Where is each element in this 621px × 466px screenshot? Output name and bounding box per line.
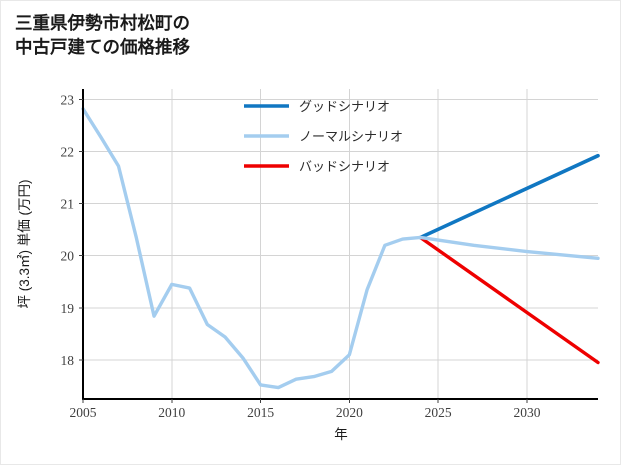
x-tick-label: 2005 — [70, 405, 97, 420]
x-tick-label: 2015 — [247, 405, 274, 420]
series-line — [418, 153, 600, 240]
y-tick-label: 23 — [61, 92, 75, 107]
y-tick-label: 22 — [61, 145, 75, 160]
x-tick-label: 2020 — [336, 405, 363, 420]
series-group — [81, 107, 600, 390]
x-tick-labels: 2005 2010 2015 2020 2025 2030 — [70, 399, 541, 420]
axes-group — [81, 89, 598, 401]
x-tick-label: 2025 — [425, 405, 452, 420]
series-line — [418, 235, 600, 365]
y-tick-label: 19 — [61, 301, 75, 316]
legend-label: ノーマルシナリオ — [299, 129, 403, 144]
y-axis-title: 坪 (3.3㎡) 単価 (万円) — [17, 179, 32, 308]
y-tick-label: 21 — [61, 197, 75, 212]
y-tick-label: 18 — [61, 353, 75, 368]
y-tick-label: 20 — [61, 249, 75, 264]
x-tick-label: 2030 — [513, 405, 540, 420]
y-tick-labels: 18 19 20 21 22 23 — [61, 92, 83, 368]
x-tick-label: 2010 — [158, 405, 185, 420]
series-line — [81, 107, 600, 390]
legend-label: グッドシナリオ — [299, 99, 390, 114]
legend-label: バッドシナリオ — [299, 159, 390, 174]
x-axis-title: 年 — [334, 427, 348, 442]
page-title: 三重県伊勢市村松町の 中古戸建ての価格推移 — [15, 13, 190, 58]
